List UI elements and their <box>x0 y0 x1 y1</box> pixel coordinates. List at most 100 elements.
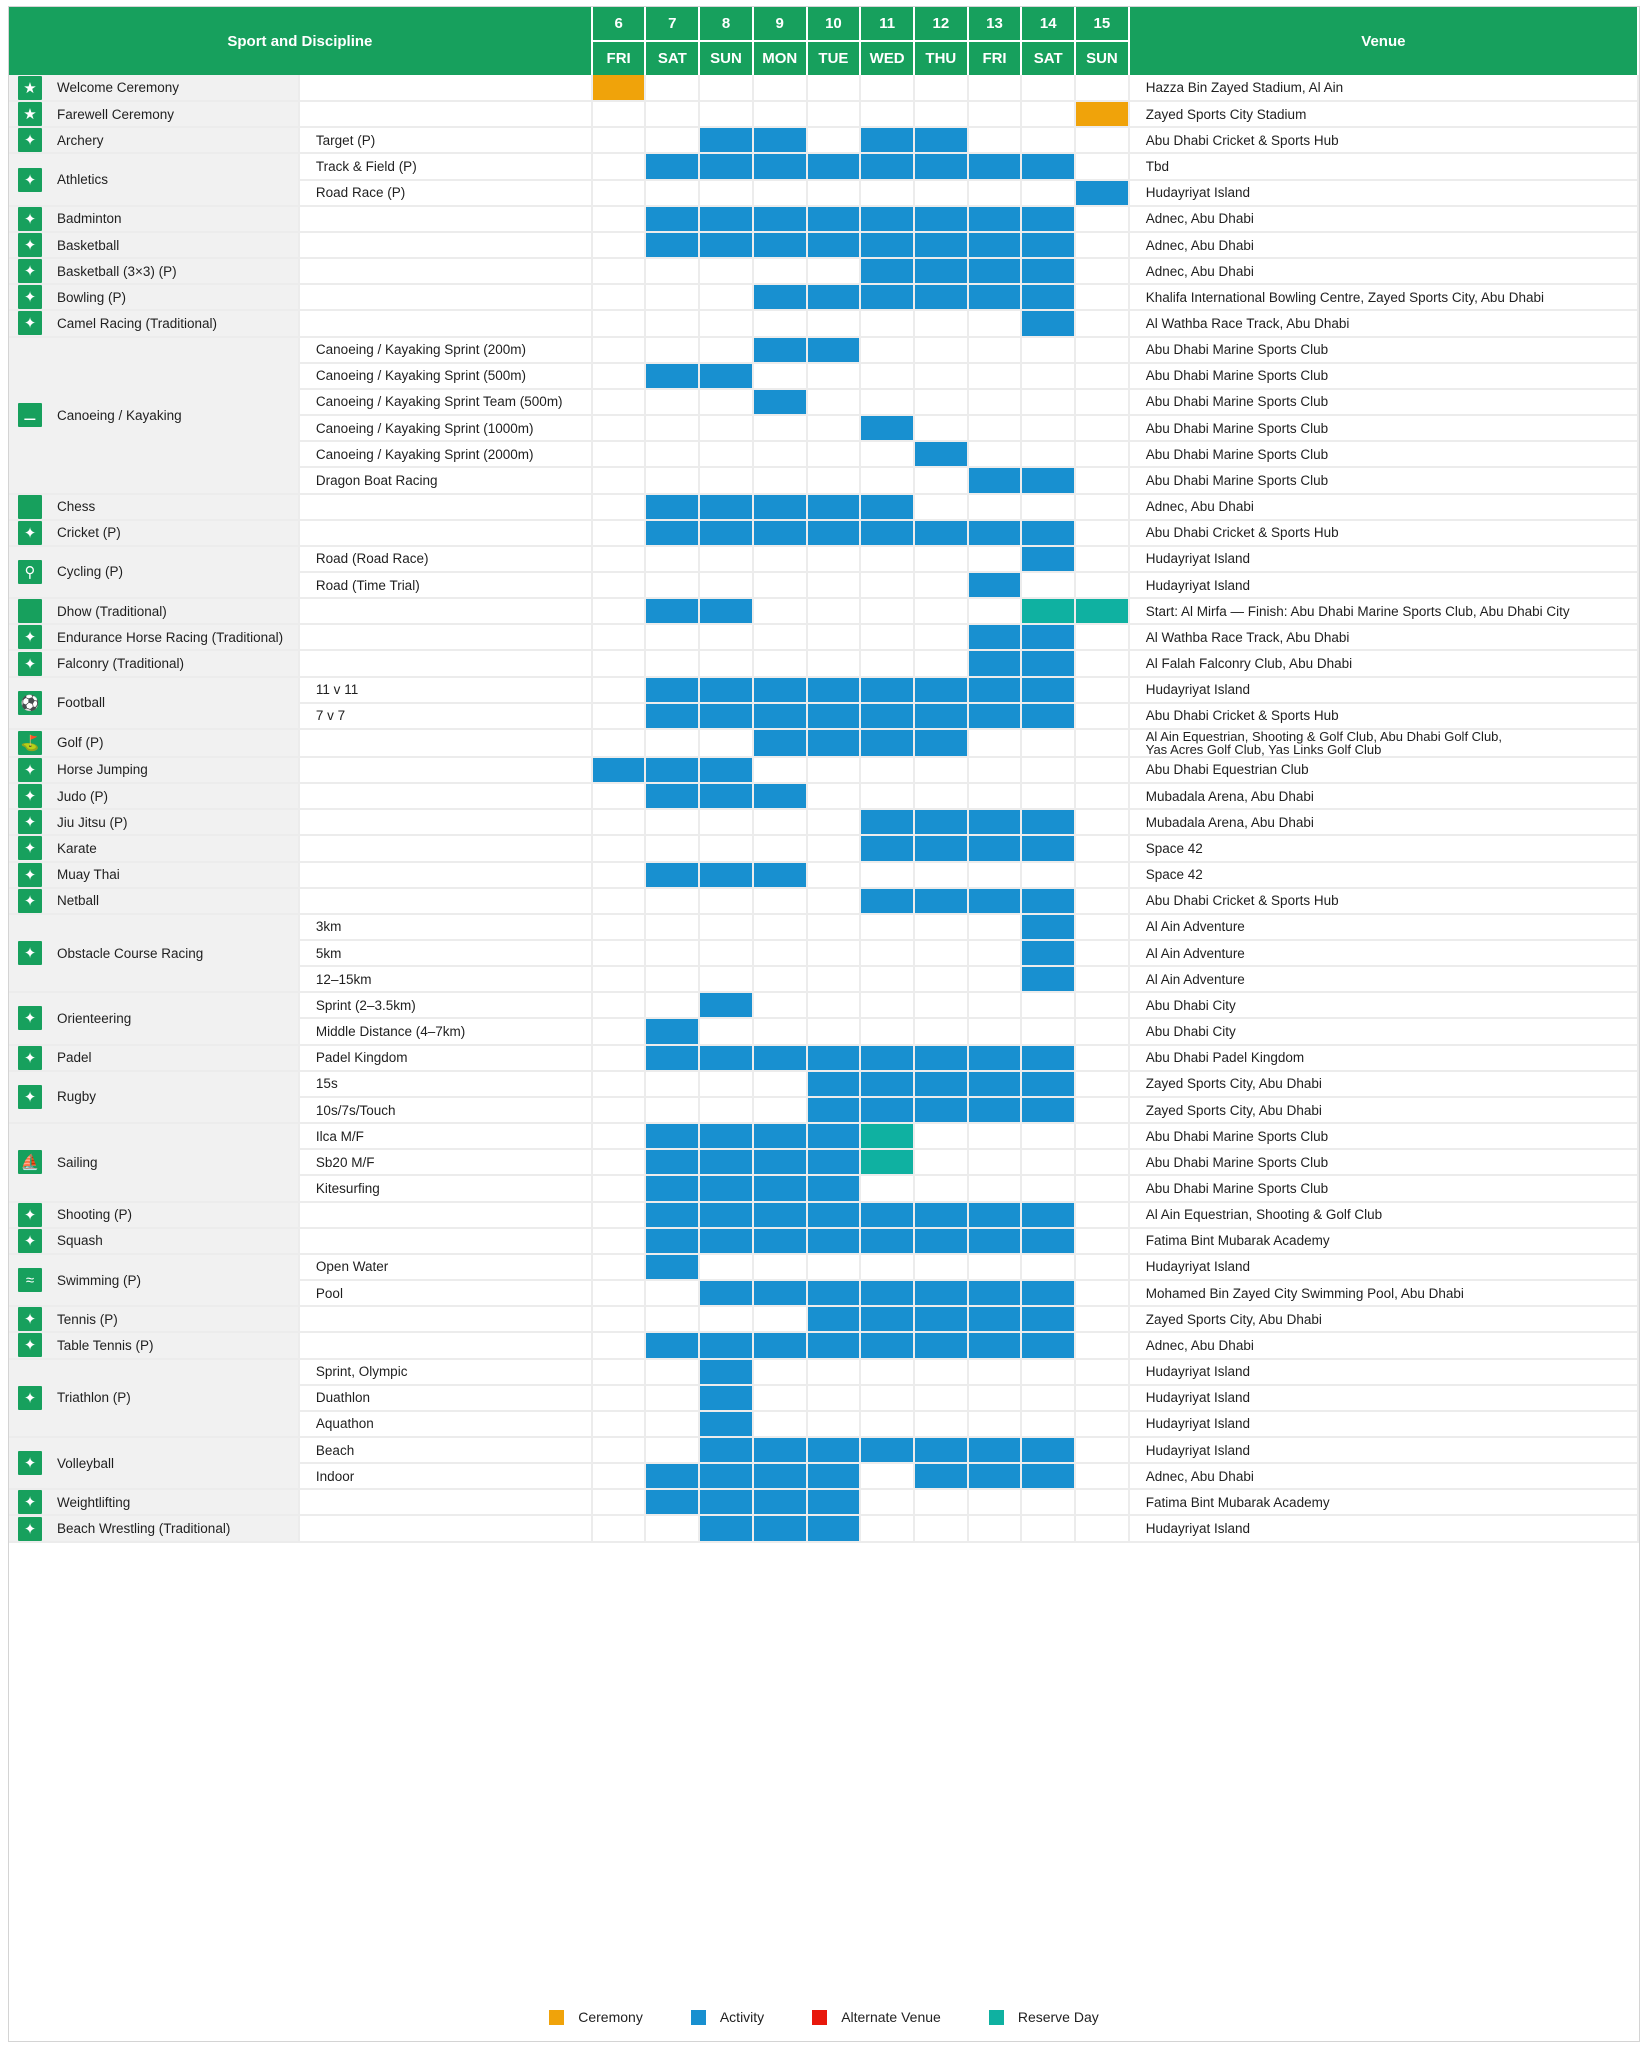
day-cell-empty <box>752 624 808 652</box>
table-row: ✦ Jiu Jitsu (P) Mubadala Arena, Abu Dhabi <box>9 809 1640 837</box>
football-icon: ⚽ <box>18 690 42 715</box>
day-cell-activity <box>699 362 754 390</box>
day-cell-empty <box>591 783 647 811</box>
badminton-icon: ✦ <box>18 206 42 231</box>
day-cell-empty <box>860 101 915 129</box>
table-row: ✦ Beach Wrestling (Traditional) Hudayriyat… <box>9 1515 1640 1543</box>
table-row: Duathlon Hudayriyat Island <box>9 1384 1640 1412</box>
venue-cell: Abu Dhabi City <box>1128 992 1640 1020</box>
day-cell-activity <box>860 728 915 758</box>
day-cell-activity <box>806 676 862 704</box>
day-cell-activity <box>752 284 808 312</box>
day-cell-activity <box>752 1436 808 1465</box>
day-cell-empty <box>806 179 862 207</box>
day-cell-empty <box>699 545 754 573</box>
day-number-header: 8 <box>699 7 754 42</box>
day-cell-activity <box>806 1096 862 1125</box>
table-row: Chess Adnec, Abu Dhabi <box>9 493 1640 521</box>
venue-text-line-2: Yas Acres Golf Club, Yas Links Golf Club <box>1145 741 1382 757</box>
day-cell-empty <box>913 966 969 994</box>
sport-cell: ✦ Squash <box>9 1227 300 1255</box>
venue-cell: Hudayriyat Island <box>1128 676 1640 704</box>
day-cell-empty <box>913 336 969 364</box>
day-cell-activity <box>860 519 915 547</box>
day-cell-empty <box>1075 284 1130 312</box>
day-cell-activity <box>1021 467 1077 495</box>
venue-text: Abu Dhabi Marine Sports Club <box>1145 1154 1329 1170</box>
day-cell-activity <box>913 835 969 863</box>
sailing-icon: ⛵ <box>18 1150 42 1175</box>
venue-text: Adnec, Abu Dhabi <box>1145 263 1254 279</box>
day-cell-empty <box>913 493 969 521</box>
venue-text: Hudayriyat Island <box>1145 551 1251 567</box>
day-cell-empty <box>1075 1044 1130 1072</box>
venue-cell: Abu Dhabi Padel Kingdom <box>1128 1044 1640 1072</box>
day-cell-empty <box>1021 783 1077 811</box>
day-cell-empty <box>913 992 969 1020</box>
sport-name: Volleyball <box>57 1455 115 1471</box>
day-cell-empty <box>967 493 1023 521</box>
venue-cell: Abu Dhabi Cricket & Sports Hub <box>1128 127 1640 155</box>
day-cell-empty <box>806 75 862 103</box>
venue-cell: Adnec, Abu Dhabi <box>1128 1332 1640 1360</box>
venue-cell: Start: Al Mirfa — Finish: Abu Dhabi Mari… <box>1128 598 1640 626</box>
discipline-cell: Ilca M/F <box>298 1123 593 1151</box>
day-cell-empty <box>806 624 862 652</box>
discipline-cell <box>298 75 593 103</box>
day-number-header: 6 <box>591 7 647 42</box>
day-cell-empty <box>860 1463 915 1491</box>
venue-text: Space 42 <box>1145 867 1203 883</box>
day-cell-empty <box>645 1358 701 1386</box>
day-cell-empty <box>699 388 754 417</box>
sport-cell: ✦ Muay Thai <box>9 861 300 889</box>
day-cell-empty <box>1075 336 1130 364</box>
venue-cell: Zayed Sports City, Abu Dhabi <box>1128 1306 1640 1334</box>
day-cell-empty <box>1021 1489 1077 1517</box>
day-cell-empty <box>913 756 969 785</box>
day-cell-empty <box>591 310 647 338</box>
day-cell-activity <box>967 1280 1023 1308</box>
day-cell-empty <box>913 783 969 811</box>
table-row: ✦ Basketball Adnec, Abu Dhabi <box>9 231 1640 260</box>
day-cell-activity <box>699 1489 754 1517</box>
day-cell-empty <box>752 966 808 994</box>
triathlon-icon: ✦ <box>18 1385 42 1410</box>
day-cell-empty <box>1021 336 1077 364</box>
day-cell-activity <box>591 756 647 785</box>
day-cell-empty <box>860 1410 915 1438</box>
day-cell-activity <box>752 676 808 704</box>
day-cell-empty <box>591 1463 647 1491</box>
venue-text: Al Ain Adventure <box>1145 945 1245 961</box>
day-cell-empty <box>860 388 915 417</box>
day-cell-activity <box>806 1306 862 1334</box>
day-cell-ceremony <box>1075 101 1130 129</box>
table-row: ✦ Camel Racing (Traditional) Al Wathba Rac… <box>9 310 1640 338</box>
day-cell-activity <box>967 1227 1023 1255</box>
venue-header: Venue <box>1128 7 1640 75</box>
day-cell-empty <box>1075 1515 1130 1543</box>
sport-name: Rugby <box>57 1089 97 1105</box>
day-cell-empty <box>752 1070 808 1098</box>
day-cell-empty <box>1075 940 1130 968</box>
discipline-cell <box>298 1515 593 1543</box>
discipline-cell <box>298 231 593 260</box>
day-cell-empty <box>699 966 754 994</box>
day-cell-empty <box>591 650 647 678</box>
sport-name: Golf (P) <box>57 735 104 751</box>
camel-racing-icon: ✦ <box>18 311 42 336</box>
day-cell-empty <box>967 336 1023 364</box>
day-cell-activity <box>913 1280 969 1308</box>
venue-cell: Hudayriyat Island <box>1128 1358 1640 1386</box>
day-cell-activity <box>645 1123 701 1151</box>
table-row: Canoeing / Kayaking Sprint (1000m) Abu Dh… <box>9 415 1640 443</box>
sport-name: Cycling (P) <box>57 564 124 580</box>
day-cell-empty <box>752 756 808 785</box>
discipline-cell <box>298 650 593 678</box>
day-cell-activity <box>860 1044 915 1072</box>
day-cell-empty <box>1075 1070 1130 1098</box>
day-cell-activity <box>1021 676 1077 704</box>
sport-cell: ✦ Rugby <box>9 1070 300 1125</box>
venue-text: Hudayriyat Island <box>1145 1364 1251 1380</box>
sport-cell: ✦ Archery <box>9 127 300 155</box>
sport-cell: ✦ Weightlifting <box>9 1489 300 1517</box>
